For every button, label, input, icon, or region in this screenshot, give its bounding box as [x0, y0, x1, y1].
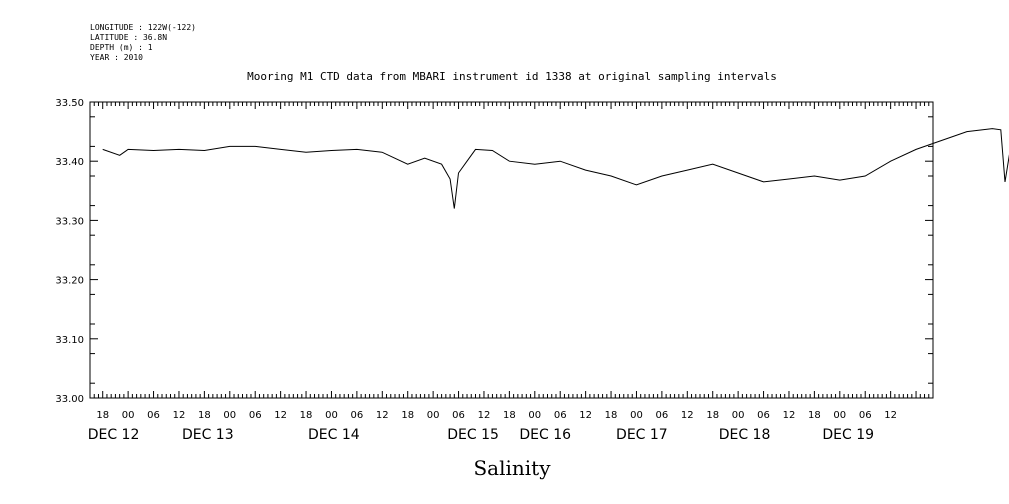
x-day-label: DEC 18 [719, 427, 771, 443]
x-tick-label: 00 [528, 410, 541, 421]
x-tick-label: 00 [122, 410, 135, 421]
x-tick-label: 00 [325, 410, 338, 421]
x-tick-label: 18 [706, 410, 719, 421]
year-label: YEAR : 2010 [90, 53, 143, 62]
x-tick-label: 12 [376, 410, 389, 421]
x-axis: 18 00 06 12 18 00 06 12 18 00 06 12 18 00 06 12 18 00 06 12… [88, 102, 934, 443]
y-tick-label: 33.30 [55, 216, 84, 227]
plot-frame [89, 101, 934, 399]
x-day-label: DEC 13 [182, 427, 234, 443]
x-tick-label: 12 [173, 410, 186, 421]
x-tick-label: 00 [223, 410, 236, 421]
x-day-label: DEC 15 [447, 427, 499, 443]
x-tick-label: 06 [351, 410, 364, 421]
x-tick-label: 12 [884, 410, 897, 421]
x-tick-label: 06 [249, 410, 262, 421]
x-tick-label: 12 [478, 410, 491, 421]
x-tick-label: 00 [427, 410, 440, 421]
y-tick-label: 33.00 [55, 394, 84, 405]
x-tick-label: 06 [147, 410, 160, 421]
x-tick-label: 12 [783, 410, 796, 421]
x-tick-label: 06 [452, 410, 465, 421]
x-tick-label: 18 [808, 410, 821, 421]
chart-title: Mooring M1 CTD data from MBARI instrumen… [247, 70, 777, 83]
x-tick-label: 00 [833, 410, 846, 421]
x-day-label: DEC 12 [88, 427, 140, 443]
y-tick-label: 33.40 [55, 157, 84, 168]
y-tick-label: 33.10 [55, 335, 84, 346]
x-day-label: DEC 14 [308, 427, 360, 443]
depth-label: DEPTH (m) : 1 [90, 43, 153, 52]
series-layer [102, 128, 1009, 209]
latitude-label: LATITUDE : 36.8N [90, 33, 167, 42]
x-tick-label: 18 [503, 410, 516, 421]
x-tick-label: 06 [757, 410, 770, 421]
x-day-label: DEC 16 [519, 427, 571, 443]
x-tick-label: 12 [681, 410, 694, 421]
x-tick-label: 18 [96, 410, 109, 421]
x-tick-label: 18 [401, 410, 414, 421]
x-tick-label: 06 [859, 410, 872, 421]
x-day-label: DEC 19 [822, 427, 874, 443]
x-tick-label: 18 [300, 410, 313, 421]
x-day-label: DEC 17 [616, 427, 668, 443]
y-axis: 33.00 33.10 33.20 33.30 33.40 33.50 [55, 98, 933, 405]
x-tick-label: 12 [274, 410, 287, 421]
y-tick-label: 33.50 [55, 98, 84, 109]
x-tick-label: 18 [198, 410, 211, 421]
x-tick-label: 06 [656, 410, 669, 421]
x-tick-label: 18 [605, 410, 618, 421]
x-tick-label: 00 [732, 410, 745, 421]
longitude-label: LONGITUDE : 122W(-122) [90, 23, 196, 32]
salinity-series-line [102, 128, 1009, 209]
x-tick-label: 12 [579, 410, 592, 421]
y-tick-label: 33.20 [55, 276, 84, 287]
x-axis-title: Salinity [473, 456, 551, 480]
x-tick-label: 00 [630, 410, 643, 421]
x-tick-label: 06 [554, 410, 567, 421]
